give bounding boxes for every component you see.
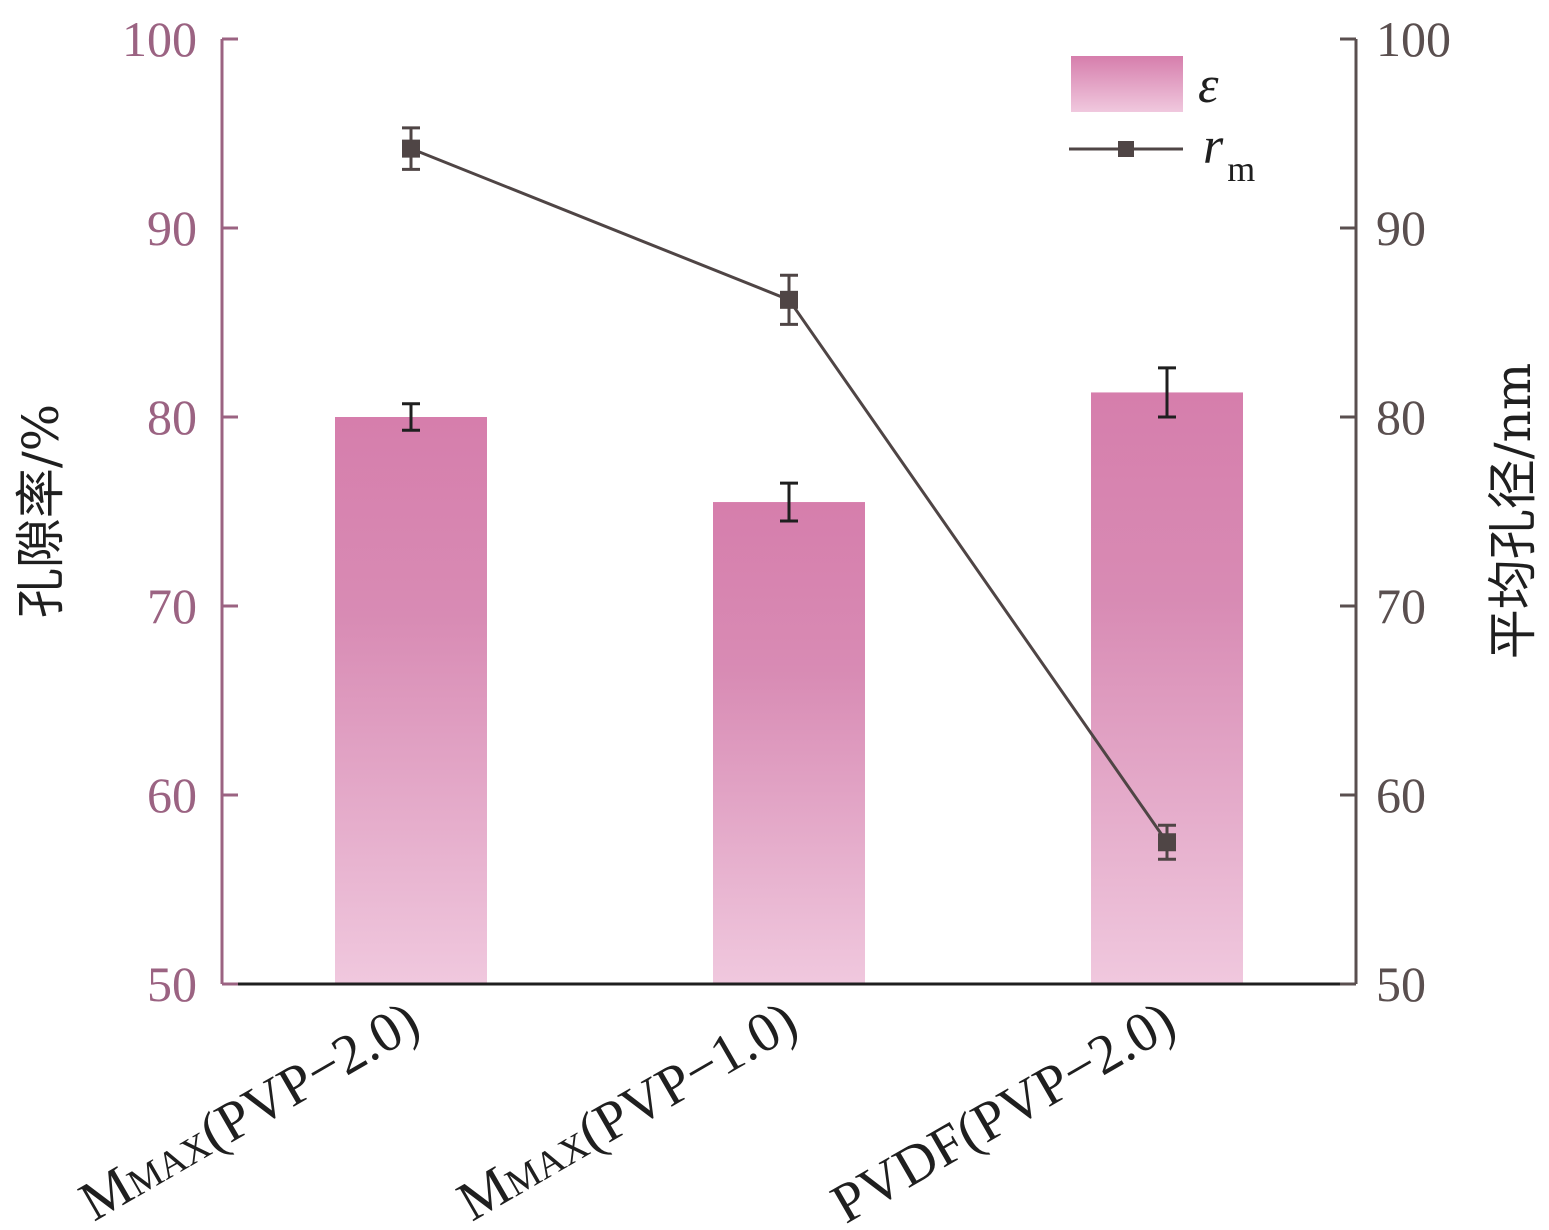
right-tick-label-60: 60 <box>1376 767 1426 823</box>
legend-line-label-symbol: r <box>1203 118 1224 175</box>
rm-point-3 <box>1158 833 1176 852</box>
left-tick-label-70: 70 <box>147 578 197 634</box>
legend-line-label-subscript: m <box>1227 149 1255 189</box>
rm-point-1 <box>402 139 420 158</box>
right-tick-label-80: 80 <box>1376 389 1426 445</box>
category-label-3: PVDF(PVP−2.0) <box>821 990 1185 1230</box>
left-tick-label-100: 100 <box>122 11 197 67</box>
category-label-1-rest: (PVP−2.0) <box>189 990 429 1164</box>
legend-bar-swatch <box>1071 56 1183 112</box>
category-label-3-rest: PVDF(PVP−2.0) <box>821 990 1185 1230</box>
bar-error-1 <box>402 402 420 432</box>
left-tick-label-80: 80 <box>147 389 197 445</box>
bar-error-3 <box>1158 366 1176 419</box>
category-label-2-rest: (PVP−1.0) <box>567 990 807 1164</box>
right-tick-label-100: 100 <box>1376 11 1451 67</box>
bar-2 <box>713 502 865 984</box>
right-axis-title: 平均孔径/nm <box>1484 363 1542 659</box>
bar-error-2 <box>780 481 798 523</box>
category-label-1: MMAX(PVP−2.0) <box>69 990 429 1230</box>
right-tick-label-70: 70 <box>1376 578 1426 634</box>
category-label-2: MMAX(PVP−1.0) <box>447 990 807 1230</box>
right-tick-label-90: 90 <box>1376 200 1426 256</box>
bar-1 <box>335 417 487 984</box>
bar-3 <box>1091 392 1243 984</box>
left-tick-label-90: 90 <box>147 200 197 256</box>
legend-bar-label: ε <box>1198 57 1219 114</box>
legend-line-marker <box>1118 141 1134 157</box>
left-tick-label-60: 60 <box>147 767 197 823</box>
bars-layer <box>335 366 1243 984</box>
rm-point-2 <box>780 290 798 309</box>
line-layer <box>402 126 1176 861</box>
axes-layer <box>220 37 1358 986</box>
left-axis-title: 孔隙率/% <box>12 404 70 618</box>
right-tick-label-50: 50 <box>1376 956 1426 1012</box>
left-tick-label-50: 50 <box>147 956 197 1012</box>
